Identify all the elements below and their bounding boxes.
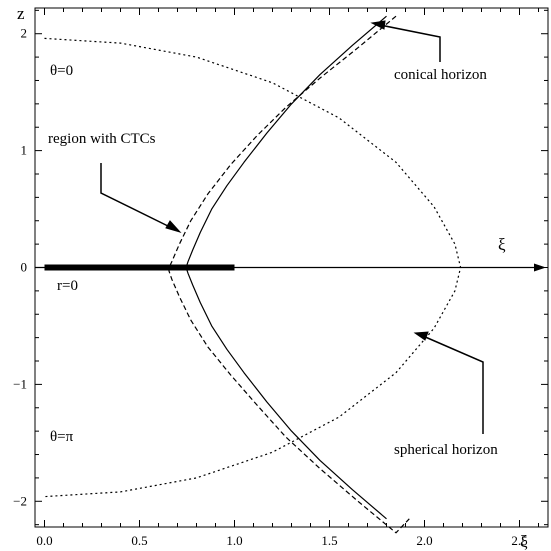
annotation-theta-pi: θ=π [50,429,74,445]
ctc-boundary-curve [185,15,387,520]
x-tick-label: 0.5 [131,533,147,548]
annotation-r-0: r=0 [57,278,78,294]
ctc-pointer-head [165,220,182,233]
y-tick-label: 2 [21,26,28,41]
spherical-pointer-line [422,335,484,434]
x-tick-label: 0.0 [36,533,52,548]
spherical-pointer-head [413,331,429,341]
conical-pointer-head [370,20,386,30]
y-tick-label: 1 [21,143,28,158]
annotation-spherical-horizon: spherical horizon [394,442,498,458]
x-axis-arrow-label: ξ [498,235,506,254]
x-tick-label: 1.0 [226,533,242,548]
spherical-horizon-curve [44,37,462,498]
y-axis-label: z [17,4,25,23]
y-tick-label: 0 [21,260,28,275]
annotation-region-ctcs: region with CTCs [48,131,156,147]
conical-horizon-curve [168,15,410,534]
conical-pointer-line [379,24,441,62]
x-tick-label: 2.0 [416,533,432,548]
x-tick-label: 1.5 [321,533,337,548]
curves [35,15,546,534]
x-tick-label: 2.5 [511,533,527,548]
annotation-conical-horizon: conical horizon [394,67,487,83]
annotation-arrows [100,20,484,434]
xi-axis-arrowhead [534,263,546,272]
y-tick-label: −2 [13,493,27,508]
x-axis-label: ξ [520,532,528,551]
annotation-theta-0: θ=0 [50,63,73,79]
ctc-pointer-line [100,163,175,230]
y-tick-label: −1 [13,376,27,391]
